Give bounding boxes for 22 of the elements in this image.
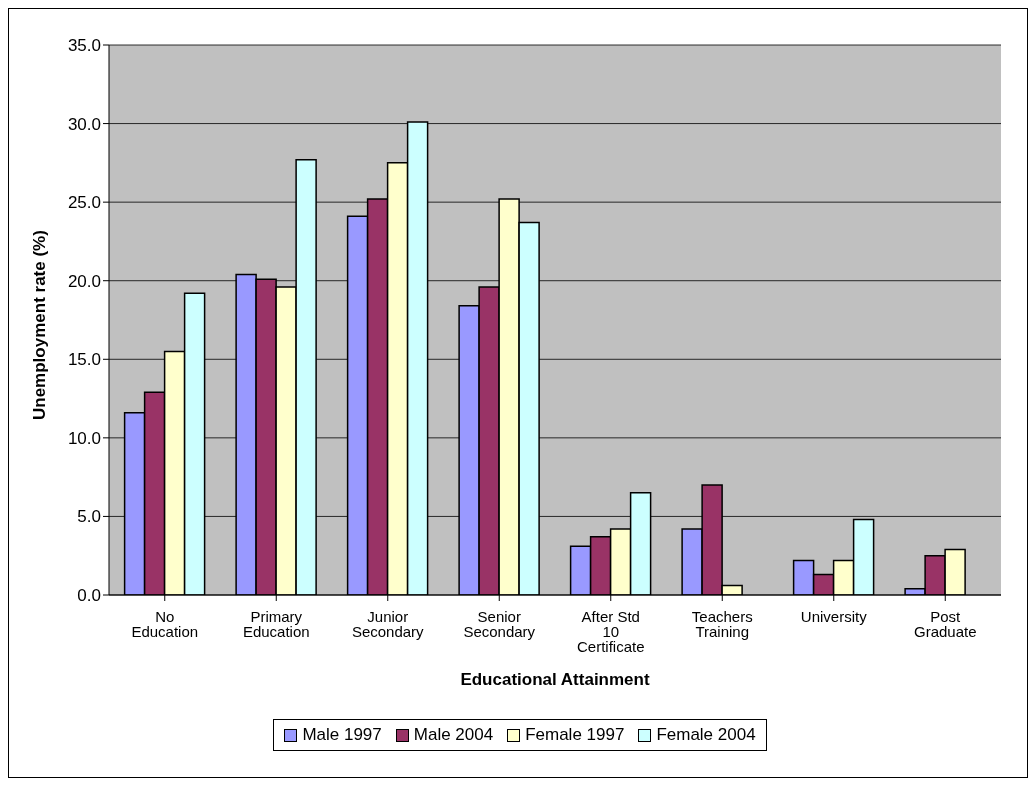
y-tick-label: 0.0	[77, 586, 101, 606]
legend-label: Female 1997	[524, 725, 625, 745]
x-tick-label: Post Graduate	[913, 607, 977, 640]
y-tick-label: 35.0	[67, 36, 101, 56]
x-tick-label: Primary Education	[242, 607, 310, 640]
y-tick-label: 25.0	[67, 193, 101, 213]
x-tick-label: University	[800, 607, 868, 625]
x-tick-label: After Std 10 Certificate	[576, 607, 645, 655]
legend-label: Male 1997	[301, 725, 382, 745]
x-tick-label: No Education	[131, 607, 199, 640]
y-tick-label: 15.0	[67, 350, 101, 370]
y-tick-label: 30.0	[67, 114, 101, 134]
x-axis-title: Educational Attainment	[460, 670, 650, 689]
legend-label: Female 2004	[655, 725, 756, 745]
x-tick-label: Junior Secondary	[351, 607, 425, 640]
x-tick-label: Senior Secondary	[463, 607, 536, 640]
x-tick-label: Teachers Training	[691, 607, 753, 640]
y-axis-title: Unemployment rate (%)	[30, 230, 50, 420]
legend-label: Male 2004	[412, 725, 494, 745]
y-tick-label: 10.0	[67, 428, 101, 448]
y-tick-label: 20.0	[67, 271, 101, 291]
y-tick-label: 5.0	[77, 507, 101, 527]
